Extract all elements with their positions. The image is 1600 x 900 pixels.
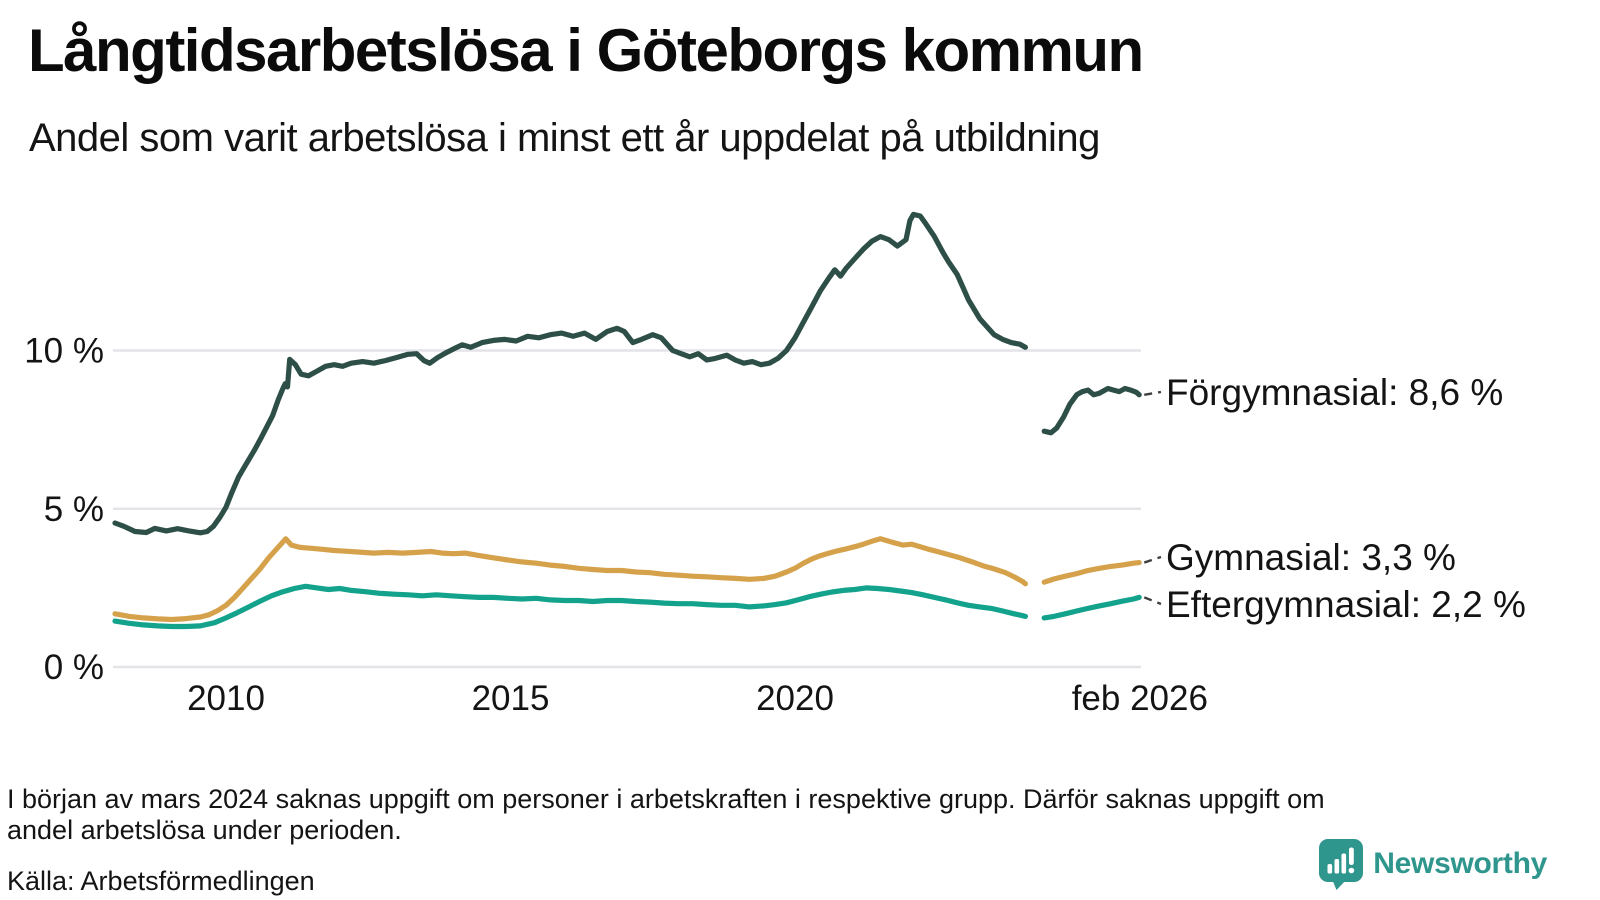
- y-axis-tick-labels: 0 % 5 % 10 %: [24, 332, 104, 688]
- series-line-eftergymnasial-seg1: [112, 583, 1029, 630]
- footnote-line-1: I början av mars 2024 saknas uppgift om …: [7, 784, 1325, 814]
- x-axis-tick-labels: 2010 2015 2020 feb 2026: [187, 679, 1208, 718]
- gridlines: [113, 349, 1141, 669]
- x-tick-label: 2010: [187, 679, 265, 718]
- legend-label-gymnasial: Gymnasial: 3,3 %: [1166, 537, 1456, 578]
- x-tick-label: 2015: [472, 679, 550, 718]
- footnote-text: I början av mars 2024 saknas uppgift om …: [7, 784, 1537, 846]
- x-tick-label: feb 2026: [1072, 679, 1208, 718]
- y-tick-label: 0 %: [44, 648, 104, 687]
- line-chart: 0 % 5 % 10 % 2010 2015 2020 feb 2026 Förgymna…: [24, 211, 1526, 718]
- series-line-gymnasial-seg1: [112, 536, 1029, 623]
- legend-label-förgymnasial: Förgymnasial: 8,6 %: [1166, 372, 1503, 413]
- legend-label-eftergymnasial: Eftergymnasial: 2,2 %: [1166, 584, 1526, 625]
- y-tick-label: 10 %: [24, 332, 104, 371]
- newsworthy-bubble-barchart-icon: [1319, 839, 1364, 890]
- newsworthy-logo: Newsworthy: [1318, 838, 1547, 890]
- page-title: Långtidsarbetslösa i Göteborgs kommun: [28, 17, 1144, 84]
- newsworthy-logo-text: Newsworthy: [1373, 847, 1547, 880]
- y-tick-label: 5 %: [44, 490, 104, 529]
- series-line-förgymnasial-seg1: [112, 211, 1029, 536]
- series-line-eftergymnasial-seg2: [1041, 594, 1142, 621]
- series-lines: [112, 211, 1142, 630]
- series-line-gymnasial-seg2: [1041, 559, 1142, 585]
- x-tick-label: 2020: [756, 679, 834, 718]
- footnote-line-2: andel arbetslösa under perioden.: [7, 815, 402, 845]
- legend-connector-förgymnasial: [1144, 390, 1162, 396]
- page-subtitle: Andel som varit arbetslösa i minst ett å…: [29, 116, 1100, 160]
- series-line-förgymnasial-seg2: [1041, 385, 1142, 436]
- legend-connector-eftergymnasial: [1143, 596, 1162, 606]
- source-text: Källa: Arbetsförmedlingen: [7, 866, 315, 896]
- series-end-labels: Förgymnasial: 8,6 % Gymnasial: 3,3 % Efter…: [1143, 372, 1526, 625]
- legend-connector-gymnasial: [1143, 555, 1162, 564]
